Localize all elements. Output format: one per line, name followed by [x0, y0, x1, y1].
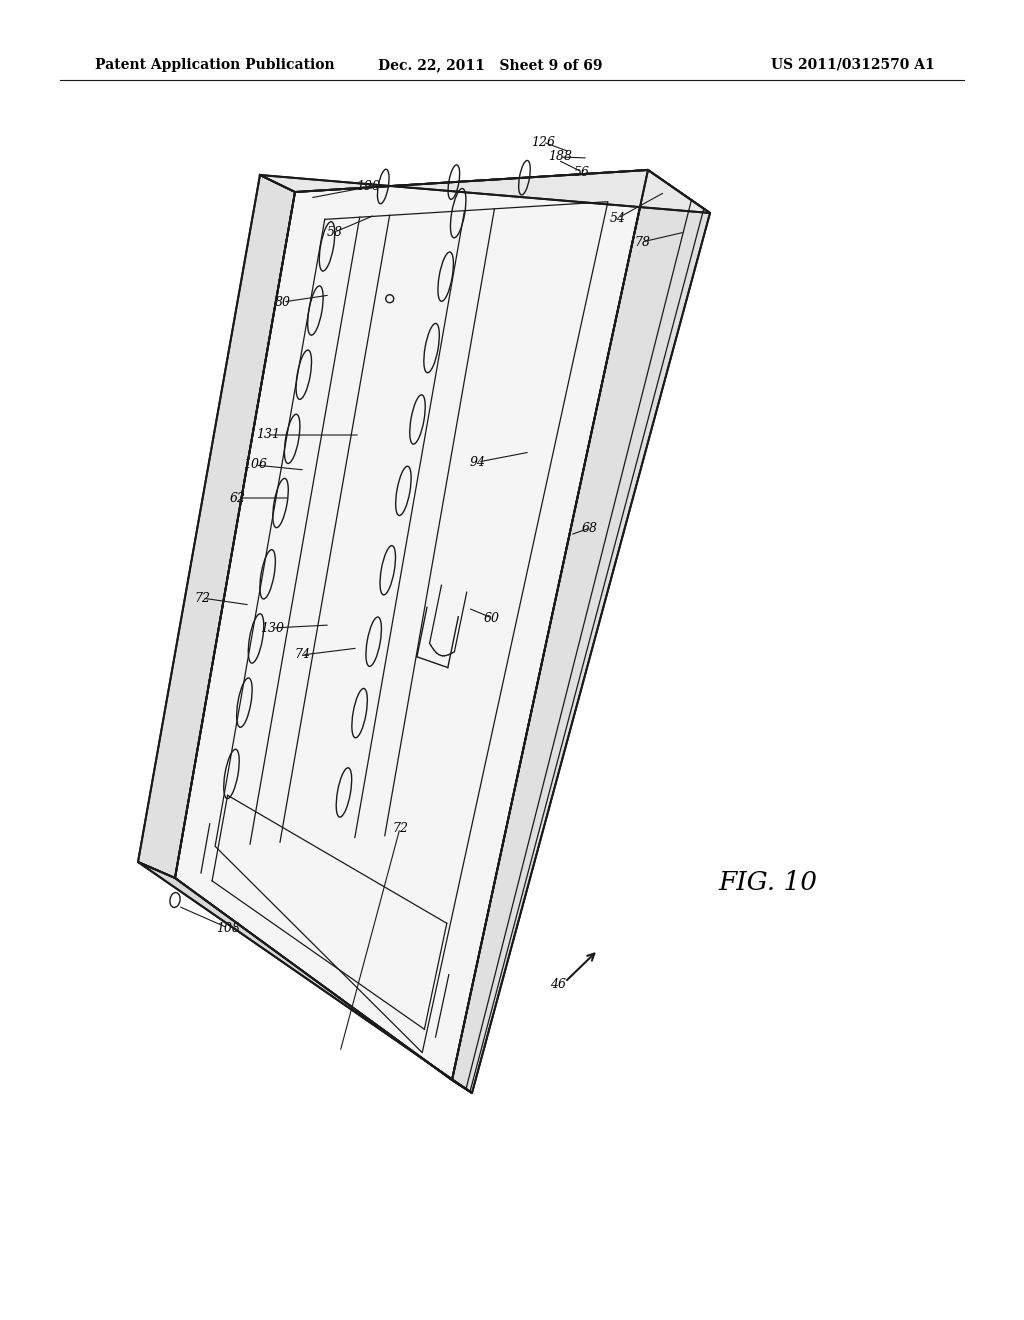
Text: 188: 188 [548, 150, 572, 164]
Text: Patent Application Publication: Patent Application Publication [95, 58, 335, 73]
Text: 60: 60 [484, 611, 500, 624]
Polygon shape [138, 176, 295, 878]
Text: 130: 130 [260, 622, 284, 635]
Polygon shape [260, 170, 710, 213]
Text: 131: 131 [256, 429, 280, 441]
Text: 94: 94 [470, 455, 486, 469]
Text: 74: 74 [294, 648, 310, 661]
Text: 126: 126 [531, 136, 555, 149]
Text: Dec. 22, 2011   Sheet 9 of 69: Dec. 22, 2011 Sheet 9 of 69 [378, 58, 602, 73]
Text: 68: 68 [582, 521, 598, 535]
Text: 72: 72 [392, 821, 408, 834]
Polygon shape [175, 170, 648, 1080]
Polygon shape [138, 862, 472, 1093]
Text: 108: 108 [216, 921, 240, 935]
Text: US 2011/0312570 A1: US 2011/0312570 A1 [771, 58, 935, 73]
Text: 190: 190 [356, 181, 380, 194]
Text: 78: 78 [634, 235, 650, 248]
Text: FIG. 10: FIG. 10 [719, 870, 817, 895]
Text: 62: 62 [230, 491, 246, 504]
Polygon shape [452, 170, 710, 1093]
Text: 54: 54 [610, 211, 626, 224]
Text: 56: 56 [574, 165, 590, 178]
Text: 80: 80 [275, 296, 291, 309]
Text: 106: 106 [243, 458, 267, 471]
Text: 58: 58 [327, 226, 343, 239]
Text: 72: 72 [194, 591, 210, 605]
Text: 46: 46 [550, 978, 566, 991]
